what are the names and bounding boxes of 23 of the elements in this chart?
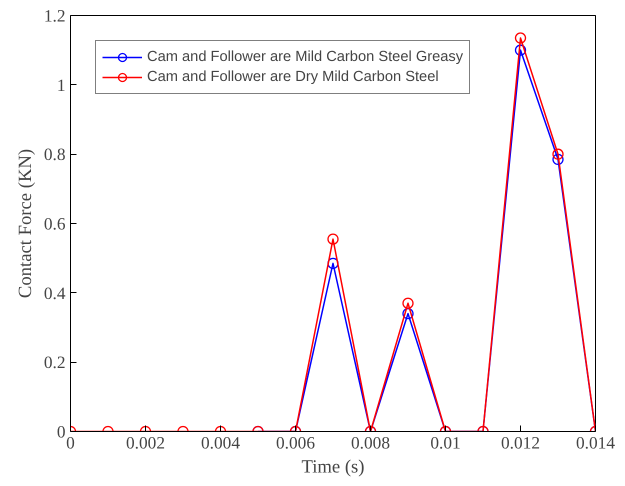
- x-tick-label: 0.014: [576, 434, 616, 452]
- legend-label: Cam and Follower are Mild Carbon Steel Greasy: [147, 49, 464, 65]
- x-axis-title: Time (s): [301, 456, 365, 478]
- x-tick-label: 0.012: [501, 434, 540, 452]
- y-tick-label: 0.4: [44, 284, 66, 303]
- point: [514, 44, 526, 56]
- x-tick-label: 0.01: [430, 434, 461, 452]
- y-axis-title: Contact Force (KN): [14, 148, 36, 298]
- x-tick-label: 0.008: [351, 434, 390, 452]
- point: [327, 233, 339, 245]
- y-tick-label: 1: [56, 76, 66, 95]
- point: [552, 154, 564, 166]
- y-tick-label: 0.6: [44, 214, 66, 234]
- y-tick-label: 1.2: [44, 6, 66, 26]
- x-tick-label: 0.004: [201, 434, 240, 452]
- y-tick-label: 0.8: [44, 145, 66, 164]
- legend-label: Cam and Follower are Dry Mild Carbon Steel: [147, 69, 439, 85]
- x-tick-label: 0.002: [126, 434, 166, 452]
- y-tick-label: 0.2: [44, 353, 66, 372]
- x-tick-label: 0.006: [276, 434, 316, 452]
- point: [327, 258, 339, 270]
- point: [514, 32, 526, 44]
- point: [552, 148, 564, 160]
